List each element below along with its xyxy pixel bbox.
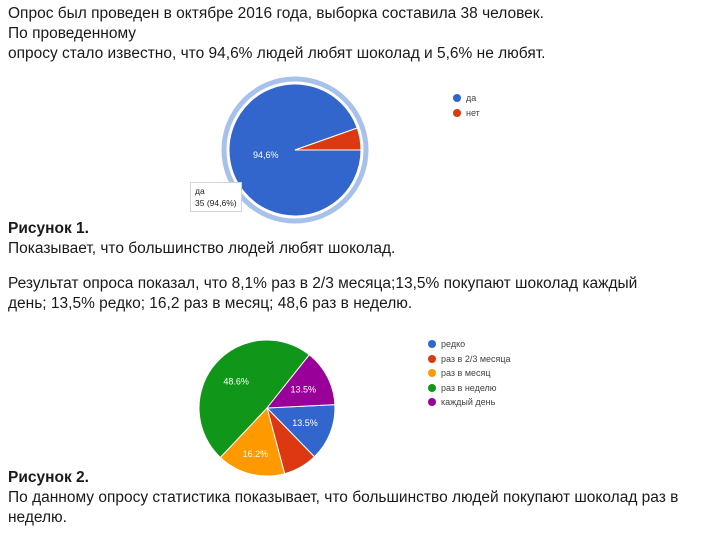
chart-2-legend: редко раз в 2/3 месяца раз в месяц раз в… [428,337,511,410]
legend-item-redko: редко [428,337,511,352]
legend-label-weekly: раз в неделю [441,382,497,393]
chart-2-slice-0 [265,404,336,458]
intro-line-3: опросу стало известно, что 94,6% людей л… [8,45,546,62]
chart-2-pie: 13.5% 16.2% 48.6% 13.5% [198,339,336,477]
legend-item-monthly: раз в месяц [428,366,511,381]
chart-2-data-label-3: 48.6% [223,376,249,386]
legend-item-2-3-months: раз в 2/3 месяца [428,352,511,367]
legend-item-daily: каждый день [428,395,511,410]
legend-swatch-monthly [428,369,436,378]
legend-label-2-3-months: раз в 2/3 месяца [441,353,511,364]
chart-2-slice-3 [198,339,311,459]
result-text: Результат опроса показал, что 8,1% раз в… [8,274,708,314]
intro-text: Опрос был проведен в октябре 2016 года, … [8,4,708,64]
legend-item-net: нет [453,105,480,120]
legend-label-monthly: раз в месяц [441,368,491,379]
legend-label-daily: каждый день [441,397,496,408]
chart-1-highlight-ring [221,76,369,224]
figure-2-caption-title: Рисунок 2. [8,469,89,486]
chart-1-slice-1 [294,127,362,151]
legend-label-net: нет [466,107,480,118]
legend-swatch-daily [428,398,436,407]
legend-item-da: да [453,90,480,105]
result-line-1: Результат опроса показал, что 8,1% раз в… [8,275,638,292]
figure-1-caption-title: Рисунок 1. [8,220,89,237]
legend-swatch-2-3-months [428,354,436,363]
legend-item-weekly: раз в неделю [428,381,511,396]
legend-swatch-redko [428,340,436,349]
figure-1-caption: Рисунок 1. Показывает, что большинство л… [8,219,395,259]
intro-line-2: По проведенному [8,25,137,42]
legend-label-redko: редко [441,339,466,350]
legend-swatch-da [453,93,461,102]
tooltip-label: да [195,186,205,196]
chart-2-slice-4 [265,354,336,409]
chart-1-data-label-0: 94,6% [253,150,279,160]
chart-1-tooltip: да 35 (94,6%) [190,182,242,212]
legend-label-da: да [466,92,477,103]
legend-swatch-weekly [428,383,436,392]
chart-2-data-label-2: 16.2% [243,449,269,459]
tooltip-value: 35 (94,6%) [195,198,237,208]
result-line-2: день; 13,5% редко; 16,2 раз в месяц; 48,… [8,295,413,312]
intro-line-1: Опрос был проведен в октябре 2016 года, … [8,5,544,22]
chart-2-slice-2 [219,407,286,477]
legend-swatch-net [453,108,461,117]
chart-2-data-label-4: 13.5% [291,384,317,394]
figure-2-caption-text: По данному опросу статистика показывает,… [8,489,679,526]
figure-2-caption: Рисунок 2. По данному опросу статистика … [8,468,713,528]
chart-1-legend: да нет [453,90,480,120]
chart-1-pie: 94,6% [221,76,369,224]
chart-2-data-label-0: 13.5% [292,418,318,428]
figure-1-caption-text: Показывает, что большинство людей любят … [8,240,396,257]
